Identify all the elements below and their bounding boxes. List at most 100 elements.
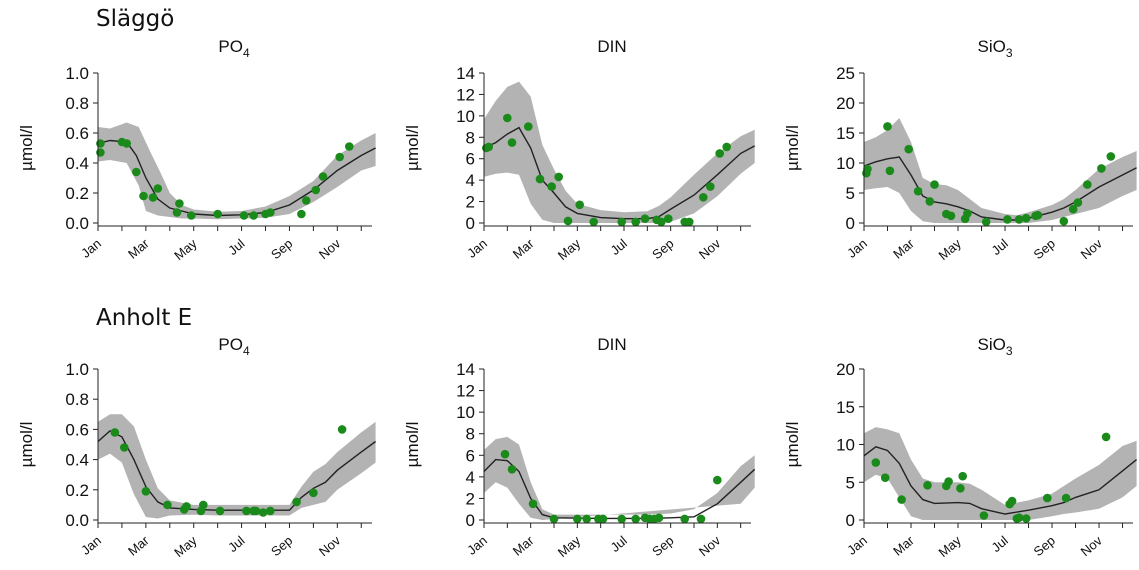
data-point	[664, 214, 673, 223]
x-tick-label: Mar	[510, 235, 537, 261]
chart-panel-3: 0 5 10 15 20 25 Jan Mar May Jul Sep Nov µmol/l SiO3	[783, 37, 1137, 263]
x-tick-label: Jul	[989, 533, 1011, 555]
chart-panel-5: 0 2 4 6 8 10 12 14 Jan Mar May Jul Sep Nov µmol/l DIN	[403, 335, 756, 560]
data-point	[930, 180, 939, 189]
data-point	[713, 475, 722, 485]
y-tick-label: 0.4	[65, 154, 89, 173]
chart-title: PO4	[218, 335, 250, 358]
chart-title: DIN	[597, 37, 626, 56]
data-point	[507, 465, 517, 474]
data-point	[883, 122, 892, 131]
data-point	[706, 182, 715, 191]
y-tick-label: 0.0	[65, 214, 89, 233]
data-point	[1003, 215, 1012, 224]
data-point	[1068, 204, 1078, 214]
y-tick-label: 2	[466, 193, 475, 212]
chart-panel-1: 0.0 0.2 0.4 0.6 0.8 1.0 Jan Mar May Jul Sep Nov µmol…	[17, 37, 376, 263]
data-point	[722, 142, 731, 152]
x-tick-label: May	[555, 235, 584, 263]
data-point	[575, 200, 584, 210]
chart-title: SiO3	[977, 37, 1012, 60]
data-point	[958, 471, 967, 481]
y-tick-label: 14	[456, 360, 475, 379]
y-axis-label: µmol/l	[783, 422, 802, 468]
y-tick-label: 12	[456, 382, 475, 401]
y-tick-label: 5	[846, 473, 855, 492]
data-point	[199, 500, 208, 510]
y-tick-label: 10	[836, 154, 855, 173]
data-point	[617, 514, 626, 524]
data-point	[187, 211, 196, 220]
station-label-slaggo: Släggö	[96, 6, 175, 32]
confidence-band	[484, 436, 755, 520]
data-point	[345, 142, 354, 151]
data-point	[96, 148, 105, 157]
data-point	[654, 513, 664, 523]
data-point	[863, 164, 872, 174]
data-point	[96, 139, 105, 148]
y-tick-label: 25	[836, 64, 855, 83]
x-tick-label: Nov	[1078, 235, 1106, 262]
y-tick-label: 0.2	[65, 184, 89, 203]
x-tick-label: Mar	[125, 532, 152, 558]
x-tick-label: Jul	[608, 236, 630, 258]
confidence-band	[484, 81, 755, 223]
x-tick-label: Mar	[125, 235, 152, 261]
y-axis-label: µmol/l	[403, 125, 422, 171]
x-tick-label: Jan	[844, 236, 870, 261]
x-tick-label: Jul	[989, 236, 1011, 258]
x-tick-label: Jan	[844, 533, 870, 558]
data-point	[946, 211, 956, 221]
y-tick-label: 0.6	[65, 124, 89, 143]
data-point	[122, 139, 131, 148]
data-point	[1059, 216, 1069, 226]
data-point	[163, 500, 172, 510]
data-point	[657, 217, 666, 227]
data-point	[120, 443, 129, 452]
mean-line	[483, 126, 756, 220]
data-point	[1014, 215, 1024, 224]
data-point	[132, 167, 141, 177]
data-point	[172, 208, 182, 217]
data-point	[484, 142, 494, 152]
data-point	[554, 172, 563, 182]
chart-title: DIN	[597, 335, 626, 354]
data-point	[1021, 514, 1031, 523]
chart-panel-2: 0 2 4 6 8 10 12 14 Jan Mar May Jul Sep Nov µmol/l DIN	[403, 37, 756, 263]
data-point	[266, 208, 275, 217]
mean-line	[97, 430, 377, 511]
data-point	[1021, 213, 1031, 223]
y-tick-label: 1.0	[65, 360, 89, 379]
data-point	[507, 138, 517, 147]
data-point	[335, 152, 345, 162]
y-tick-label: 8	[466, 128, 475, 147]
data-point	[617, 217, 626, 227]
data-point	[500, 449, 510, 459]
data-point	[640, 214, 650, 223]
data-point	[925, 197, 935, 206]
data-point	[182, 502, 191, 511]
data-point	[309, 488, 318, 498]
x-tick-label: Nov	[316, 235, 344, 262]
data-point	[1014, 513, 1024, 522]
x-tick-label: Jan	[78, 533, 104, 558]
data-point	[242, 506, 251, 516]
data-point	[880, 473, 890, 483]
data-point	[528, 499, 538, 509]
y-tick-label: 20	[836, 94, 855, 113]
x-tick-label: Sep	[1031, 533, 1058, 559]
y-tick-label: 15	[836, 124, 855, 143]
x-tick-label: May	[935, 532, 964, 560]
data-point	[337, 425, 347, 434]
y-tick-label: 20	[836, 360, 855, 379]
confidence-band	[864, 118, 1137, 223]
data-point	[631, 514, 640, 524]
y-tick-label: 12	[456, 85, 475, 104]
y-tick-label: 15	[836, 398, 855, 417]
y-tick-label: 0.8	[65, 390, 89, 409]
chart-panel-6: 0 5 10 15 20 Jan Mar May Jul Sep Nov µmol/l SiO3	[783, 335, 1138, 560]
data-point	[535, 174, 545, 184]
data-point	[148, 193, 158, 202]
x-tick-label: Jul	[608, 533, 630, 555]
y-tick-label: 10	[836, 436, 855, 455]
